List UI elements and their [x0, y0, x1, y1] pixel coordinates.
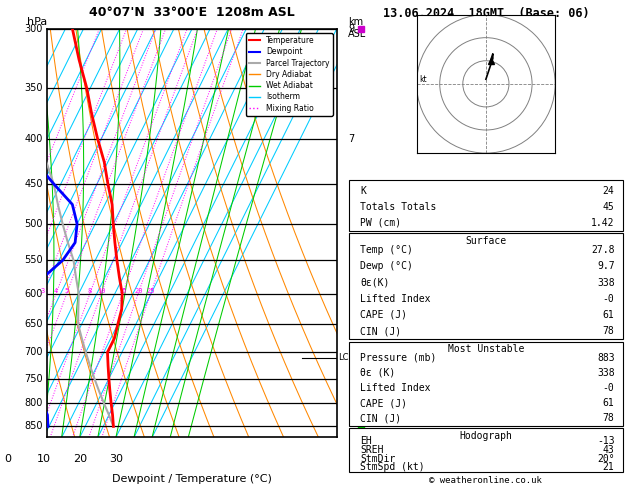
- Text: CAPE (J): CAPE (J): [360, 310, 407, 320]
- Text: 78: 78: [603, 326, 615, 336]
- Text: Most Unstable: Most Unstable: [448, 344, 524, 354]
- Text: LCL: LCL: [338, 353, 353, 362]
- Text: 9.7: 9.7: [597, 261, 615, 271]
- Text: 0: 0: [4, 454, 11, 464]
- Text: 15: 15: [118, 288, 127, 294]
- Text: 338: 338: [597, 278, 615, 288]
- Text: Dewpoint / Temperature (°C): Dewpoint / Temperature (°C): [112, 474, 272, 484]
- Text: 350: 350: [25, 83, 43, 93]
- Text: EH: EH: [360, 436, 372, 446]
- Text: Hodograph: Hodograph: [459, 431, 513, 441]
- Text: Temp (°C): Temp (°C): [360, 245, 413, 255]
- Text: 550: 550: [24, 255, 43, 265]
- Text: -0: -0: [603, 294, 615, 304]
- Text: 13.06.2024  18GMT  (Base: 06): 13.06.2024 18GMT (Base: 06): [382, 7, 589, 20]
- Text: 4: 4: [348, 289, 354, 298]
- Text: -13: -13: [597, 436, 615, 446]
- Text: 3: 3: [348, 347, 354, 357]
- Text: CIN (J): CIN (J): [360, 326, 401, 336]
- Text: kt: kt: [419, 74, 426, 84]
- Text: 24: 24: [603, 186, 615, 196]
- Text: 21: 21: [603, 462, 615, 472]
- Text: ASL: ASL: [348, 29, 366, 39]
- Text: Dewp (°C): Dewp (°C): [360, 261, 413, 271]
- Text: 61: 61: [603, 398, 615, 408]
- Text: 6: 6: [348, 219, 354, 229]
- Text: 20: 20: [134, 288, 143, 294]
- Text: SREH: SREH: [360, 445, 384, 455]
- Text: 700: 700: [25, 347, 43, 357]
- Text: 300: 300: [25, 24, 43, 34]
- Text: 20: 20: [73, 454, 87, 464]
- Text: -0: -0: [603, 383, 615, 393]
- Text: 61: 61: [603, 310, 615, 320]
- Text: 650: 650: [25, 319, 43, 329]
- Legend: Temperature, Dewpoint, Parcel Trajectory, Dry Adiabat, Wet Adiabat, Isotherm, Mi: Temperature, Dewpoint, Parcel Trajectory…: [245, 33, 333, 116]
- Text: 10: 10: [97, 288, 106, 294]
- Text: StmDir: StmDir: [360, 453, 395, 464]
- Text: 40°07'N  33°00'E  1208m ASL: 40°07'N 33°00'E 1208m ASL: [89, 6, 295, 19]
- Text: 400: 400: [25, 134, 43, 144]
- Text: 78: 78: [603, 413, 615, 423]
- Text: 800: 800: [25, 398, 43, 408]
- Text: 5: 5: [65, 288, 69, 294]
- FancyBboxPatch shape: [349, 233, 623, 339]
- Text: 4: 4: [54, 288, 58, 294]
- Text: 850: 850: [25, 421, 43, 432]
- FancyBboxPatch shape: [349, 180, 623, 231]
- FancyBboxPatch shape: [349, 428, 623, 471]
- Text: 45: 45: [603, 202, 615, 212]
- Text: 3: 3: [41, 288, 45, 294]
- Text: km: km: [348, 17, 363, 27]
- Text: θε(K): θε(K): [360, 278, 389, 288]
- Text: hPa: hPa: [27, 17, 47, 27]
- Text: StmSpd (kt): StmSpd (kt): [360, 462, 425, 472]
- Text: Totals Totals: Totals Totals: [360, 202, 437, 212]
- Text: 20°: 20°: [597, 453, 615, 464]
- Text: © weatheronline.co.uk: © weatheronline.co.uk: [430, 476, 542, 486]
- Text: 8: 8: [88, 288, 92, 294]
- Text: Pressure (mb): Pressure (mb): [360, 353, 437, 363]
- Text: PW (cm): PW (cm): [360, 218, 401, 228]
- FancyBboxPatch shape: [349, 342, 623, 426]
- Text: θε (K): θε (K): [360, 368, 395, 378]
- Text: Surface: Surface: [465, 236, 506, 246]
- Text: 27.8: 27.8: [591, 245, 615, 255]
- Text: K: K: [360, 186, 366, 196]
- Text: 1.42: 1.42: [591, 218, 615, 228]
- Text: 600: 600: [25, 289, 43, 298]
- Text: 750: 750: [24, 374, 43, 383]
- Text: 2: 2: [348, 374, 354, 383]
- Text: 450: 450: [25, 179, 43, 189]
- Text: 883: 883: [597, 353, 615, 363]
- Text: 25: 25: [147, 288, 155, 294]
- Text: CIN (J): CIN (J): [360, 413, 401, 423]
- Text: 10: 10: [36, 454, 50, 464]
- Text: 500: 500: [25, 219, 43, 229]
- Text: 7: 7: [348, 134, 354, 144]
- Text: 338: 338: [597, 368, 615, 378]
- Text: CAPE (J): CAPE (J): [360, 398, 407, 408]
- Text: Lifted Index: Lifted Index: [360, 294, 430, 304]
- Text: 30: 30: [109, 454, 123, 464]
- Text: 9: 9: [348, 24, 354, 34]
- Text: 43: 43: [603, 445, 615, 455]
- Text: Lifted Index: Lifted Index: [360, 383, 430, 393]
